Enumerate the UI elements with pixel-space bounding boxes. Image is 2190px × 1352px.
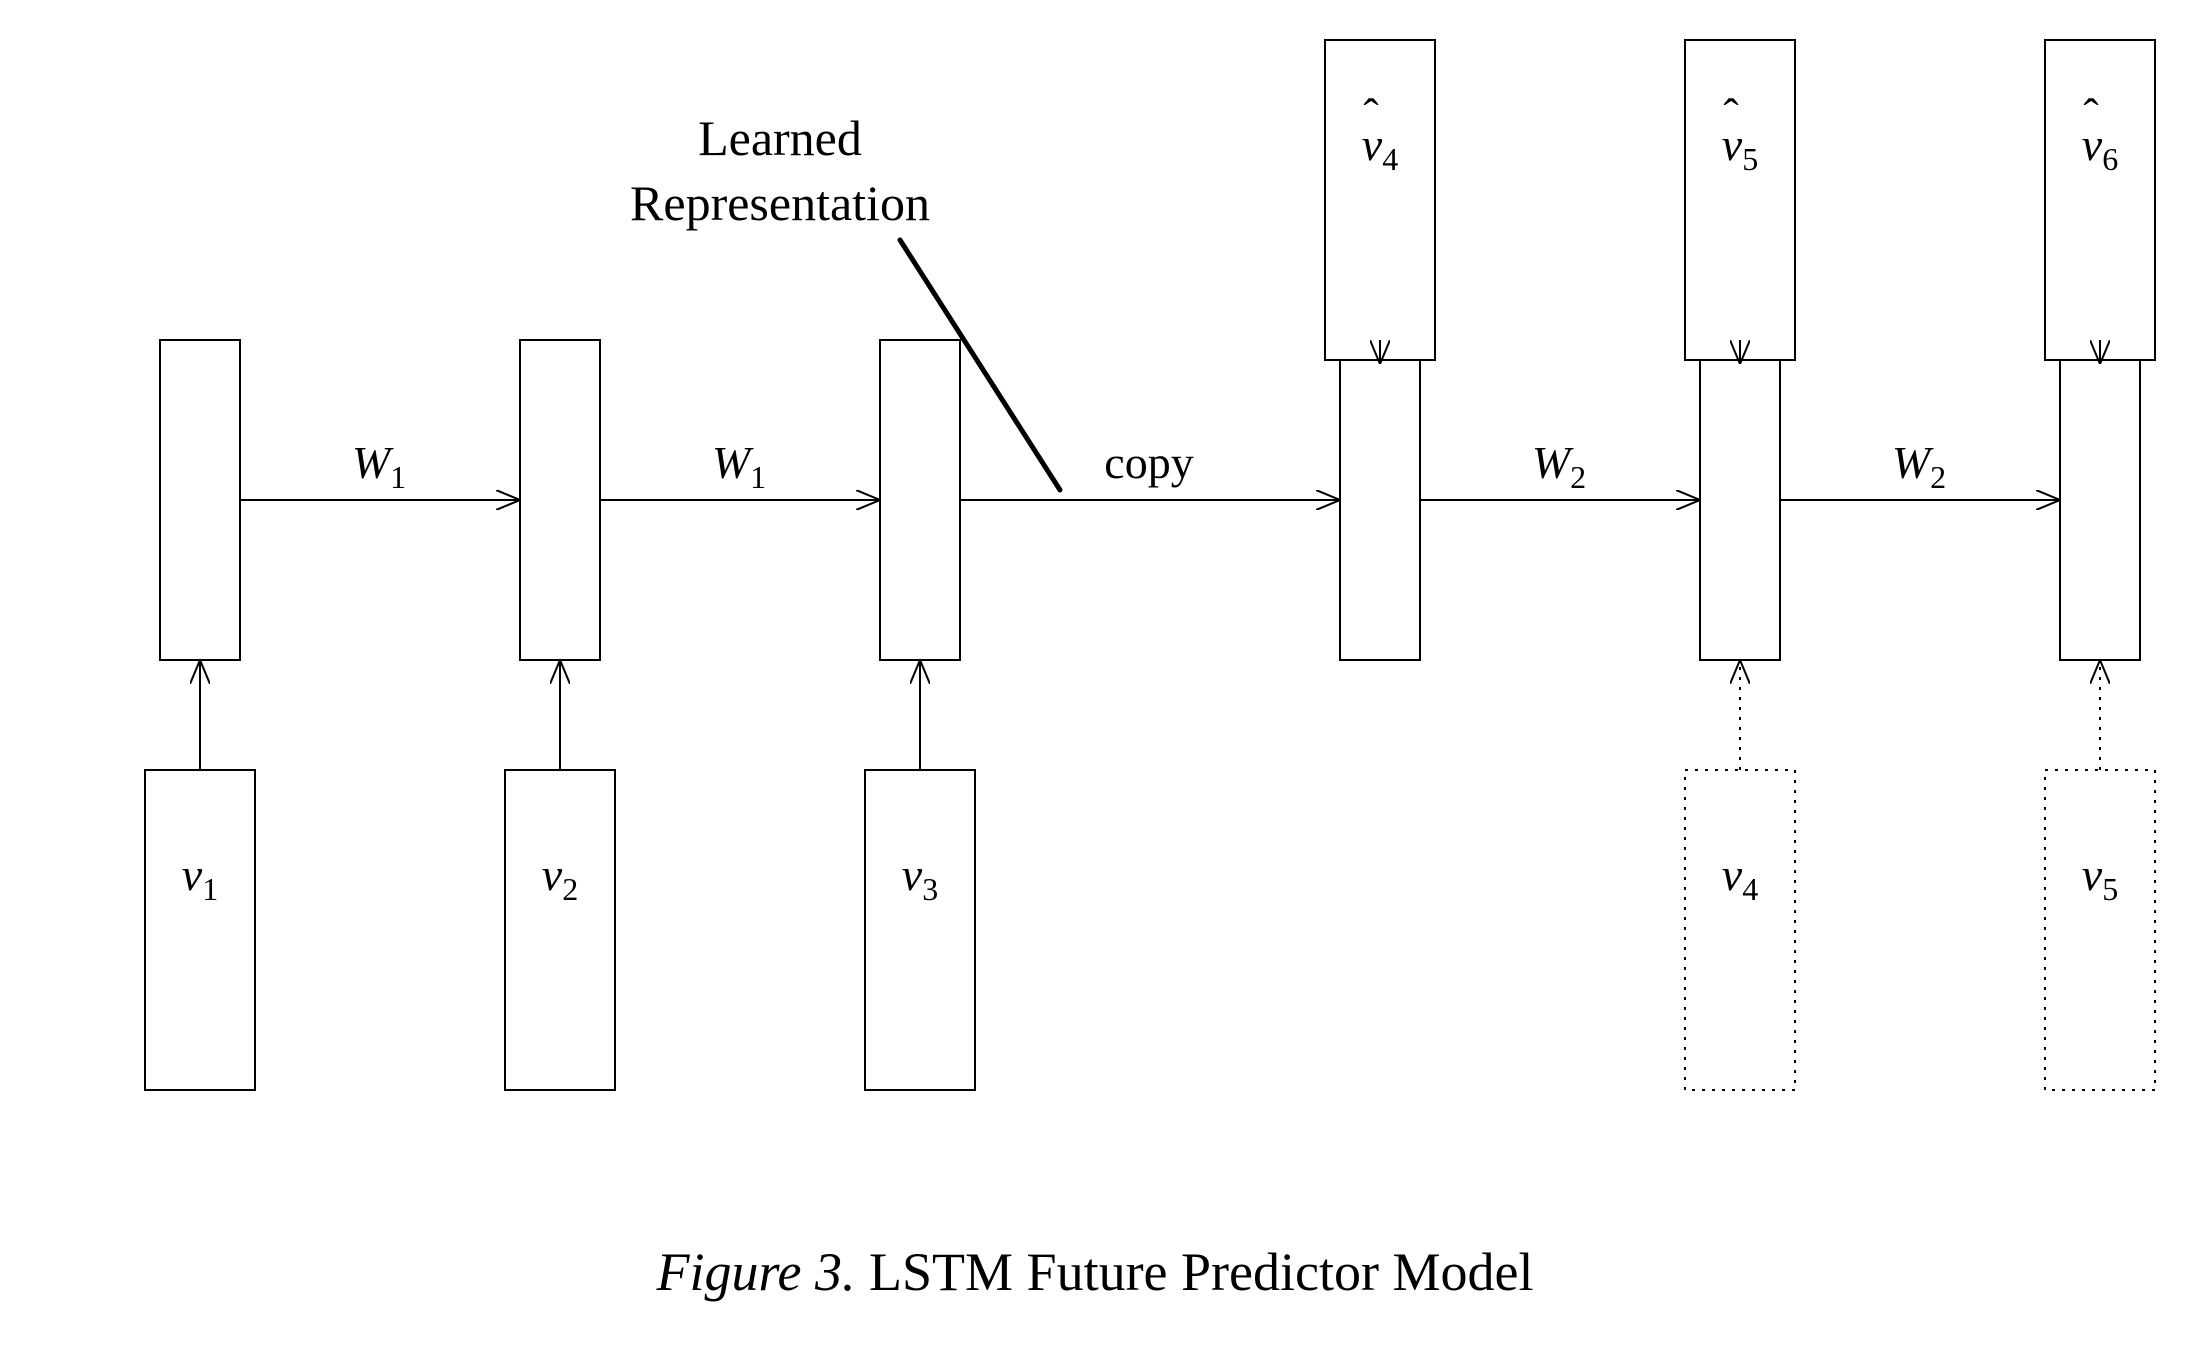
- edge-label-3: W2: [1532, 437, 1586, 495]
- input-box-v5: [2045, 770, 2155, 1090]
- edge-label-4: W2: [1892, 437, 1946, 495]
- output-label-o6-hat: ˆ: [2083, 89, 2098, 140]
- output-box-o6: [2045, 40, 2155, 360]
- edge-label-1: W1: [712, 437, 766, 495]
- input-box-v2: [505, 770, 615, 1090]
- output-label-o5-hat: ˆ: [1723, 89, 1738, 140]
- input-label-v5: v5: [2082, 849, 2118, 907]
- output-box-o5: [1685, 40, 1795, 360]
- input-box-v3: [865, 770, 975, 1090]
- input-box-v4: [1685, 770, 1795, 1090]
- figure-caption: Figure 3. LSTM Future Predictor Model: [656, 1242, 1534, 1302]
- annotation-line2: Representation: [630, 175, 930, 231]
- annotation-line1: Learned: [698, 110, 862, 166]
- output-box-o4: [1325, 40, 1435, 360]
- output-label-o4-hat: ˆ: [1363, 89, 1378, 140]
- input-label-v4: v4: [1722, 849, 1758, 907]
- hidden-box-h1: [160, 340, 240, 660]
- edge-label-2: copy: [1104, 437, 1193, 488]
- hidden-box-h6: [2060, 340, 2140, 660]
- hidden-box-h4: [1340, 340, 1420, 660]
- hidden-box-h2: [520, 340, 600, 660]
- hidden-box-h5: [1700, 340, 1780, 660]
- hidden-box-h3: [880, 340, 960, 660]
- edge-label-0: W1: [352, 437, 406, 495]
- input-box-v1: [145, 770, 255, 1090]
